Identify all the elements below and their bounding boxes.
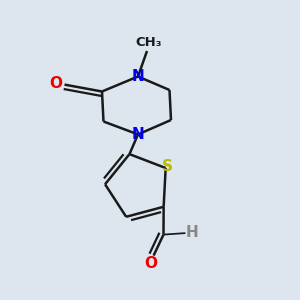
Text: H: H <box>186 225 198 240</box>
Text: CH₃: CH₃ <box>135 36 162 49</box>
Text: N: N <box>132 127 144 142</box>
Text: O: O <box>144 256 157 271</box>
Text: S: S <box>162 159 173 174</box>
Text: O: O <box>50 76 63 91</box>
Text: N: N <box>132 69 144 84</box>
